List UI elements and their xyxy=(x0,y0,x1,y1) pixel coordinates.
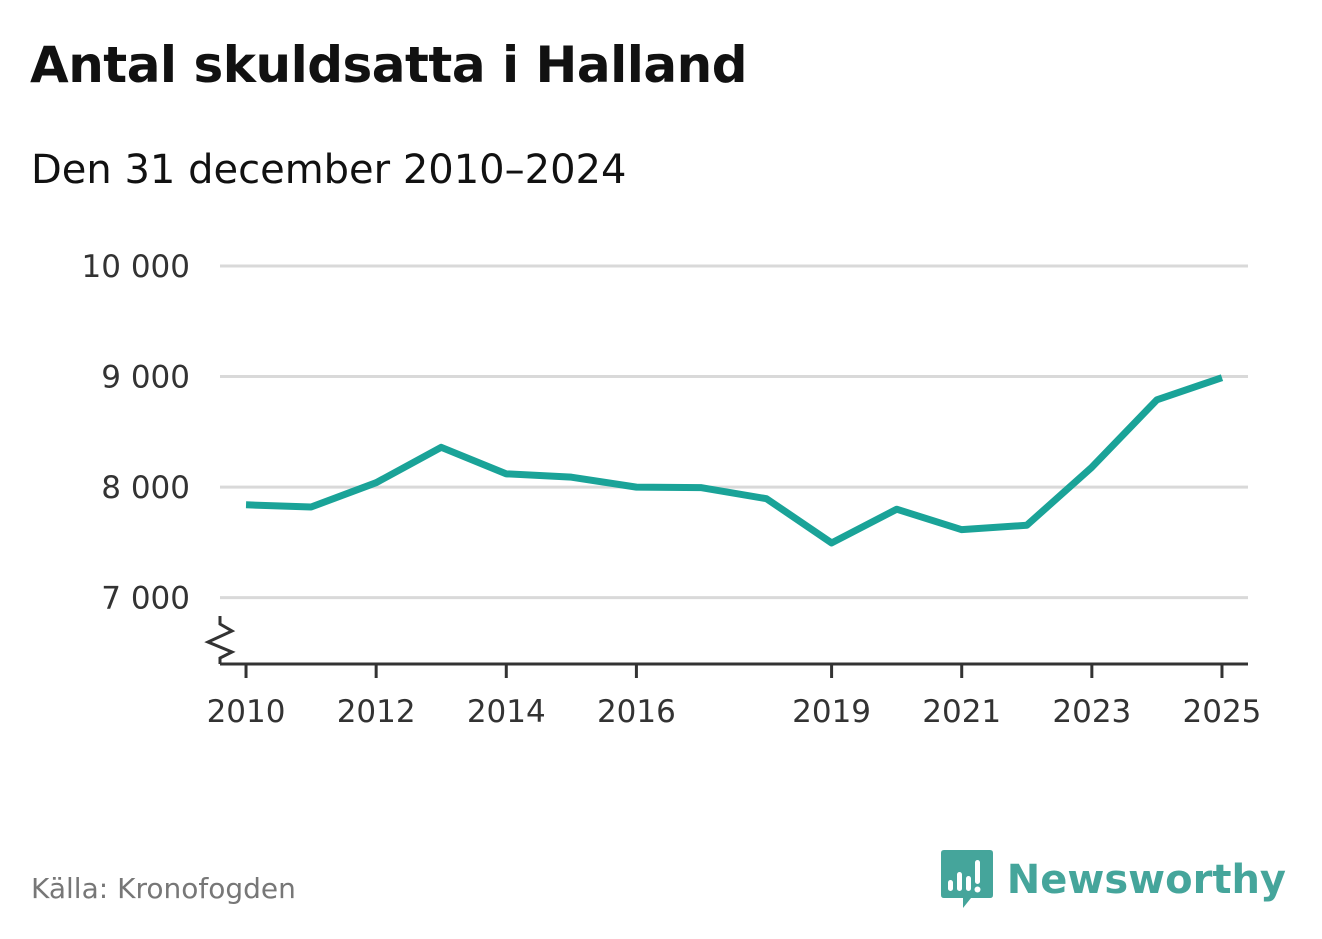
x-axis xyxy=(220,662,1248,678)
y-tick-label: 7 000 xyxy=(101,581,190,617)
x-tick-label: 2021 xyxy=(922,694,1001,730)
x-tick-label: 2014 xyxy=(467,694,546,730)
tick-labels: 10 000 9 000 8 000 7 000 2010 2012 2014 2016 201… xyxy=(82,249,1262,730)
y-tick-label: 9 000 xyxy=(101,360,190,396)
series-layer xyxy=(245,374,1224,547)
newsworthy-logo-icon xyxy=(940,850,993,908)
grid-lines xyxy=(220,264,1248,600)
x-tick-label: 2025 xyxy=(1183,694,1262,730)
brand-name: Newsworthy xyxy=(1006,857,1286,903)
axis-break-zigzag xyxy=(204,616,236,664)
y-tick-label: 8 000 xyxy=(101,470,190,506)
brand: Newsworthy xyxy=(940,850,1286,910)
x-tick-label: 2023 xyxy=(1052,694,1131,730)
series-line-0 xyxy=(245,374,1224,547)
source-note: Källa: Kronofogden xyxy=(31,872,296,905)
x-tick-label: 2016 xyxy=(597,694,676,730)
axis-break xyxy=(204,616,236,664)
x-tick-label: 2019 xyxy=(792,694,871,730)
x-tick-label: 2010 xyxy=(207,694,286,730)
x-tick-label: 2012 xyxy=(337,694,416,730)
y-tick-label: 10 000 xyxy=(82,249,190,285)
chart-title: Antal skuldsatta i Halland xyxy=(30,36,748,94)
chart-subtitle: Den 31 december 2010–2024 xyxy=(31,147,627,193)
